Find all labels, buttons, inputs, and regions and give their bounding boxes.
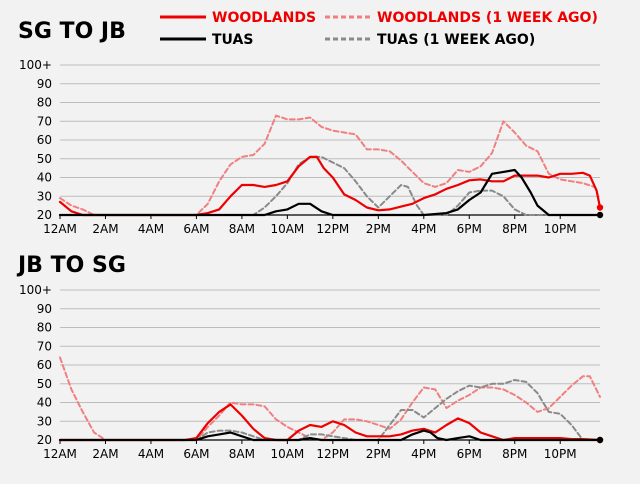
- series-line-1: [59, 114, 596, 216]
- x-tick-label: 2AM: [92, 222, 118, 236]
- x-tick-label: 12AM: [43, 222, 77, 236]
- series-line-0: [58, 155, 602, 217]
- x-tick-label: 6PM: [457, 222, 482, 236]
- x-tick-label: 2PM: [366, 222, 391, 236]
- series-line-3: [59, 155, 601, 216]
- x-tick-label: 2AM: [92, 447, 118, 461]
- x-tick-label: 12AM: [43, 447, 77, 461]
- chart-title-1: JB TO SG: [16, 253, 126, 278]
- x-tick-label: 10AM: [270, 222, 304, 236]
- x-tick-label: 8PM: [502, 447, 527, 461]
- x-tick-label: 10AM: [270, 447, 304, 461]
- y-tick-label: 60: [37, 358, 52, 372]
- x-tick-label: 4PM: [411, 222, 436, 236]
- series-line-0: [58, 403, 602, 442]
- legend-label-0: WOODLANDS: [212, 10, 316, 26]
- series-line-3: [59, 379, 601, 441]
- x-tick-label: 12PM: [316, 447, 349, 461]
- x-tick-label: 10PM: [544, 222, 577, 236]
- x-tick-label: 4AM: [138, 447, 164, 461]
- x-tick-label: 12PM: [316, 222, 349, 236]
- series-line-2: [58, 429, 602, 442]
- legend-label-1: WOODLANDS (1 WEEK AGO): [377, 10, 598, 26]
- y-tick-label: 100+: [19, 58, 52, 72]
- x-tick-label: 4AM: [138, 222, 164, 236]
- x-tick-label: 8AM: [229, 222, 255, 236]
- x-tick-label: 6AM: [183, 447, 209, 461]
- y-tick-label: 60: [37, 133, 52, 147]
- legend-label-2: TUAS: [212, 32, 253, 48]
- y-tick-label: 80: [37, 321, 52, 335]
- y-tick-label: 50: [37, 377, 52, 391]
- x-tick-label: 10PM: [544, 447, 577, 461]
- y-tick-label: 90: [37, 77, 52, 91]
- series-line-2: [58, 168, 602, 217]
- series-end-point-0: [596, 204, 604, 211]
- y-tick-label: 70: [37, 114, 52, 128]
- y-tick-label: 80: [37, 96, 52, 110]
- y-tick-label: 50: [37, 152, 52, 166]
- series-end-point-2: [596, 211, 604, 219]
- y-tick-label: 40: [37, 171, 52, 185]
- x-tick-label: 6PM: [457, 447, 482, 461]
- x-tick-label: 8AM: [229, 447, 255, 461]
- legend-label-3: TUAS (1 WEEK AGO): [377, 32, 535, 48]
- y-tick-label: 30: [37, 414, 52, 428]
- y-tick-label: 40: [37, 396, 52, 410]
- x-tick-label: 6AM: [183, 222, 209, 236]
- y-tick-label: 20: [37, 208, 52, 222]
- x-tick-label: 4PM: [411, 447, 436, 461]
- x-tick-label: 2PM: [366, 447, 391, 461]
- series-line-1: [59, 356, 601, 441]
- y-tick-label: 100+: [19, 283, 52, 297]
- x-tick-label: 8PM: [502, 222, 527, 236]
- y-tick-label: 70: [37, 339, 52, 353]
- y-tick-label: 90: [37, 302, 52, 316]
- y-tick-label: 30: [37, 189, 52, 203]
- series-end-point-2: [596, 436, 604, 444]
- chart-title-0: SG TO JB: [18, 19, 126, 44]
- y-tick-label: 20: [37, 433, 52, 447]
